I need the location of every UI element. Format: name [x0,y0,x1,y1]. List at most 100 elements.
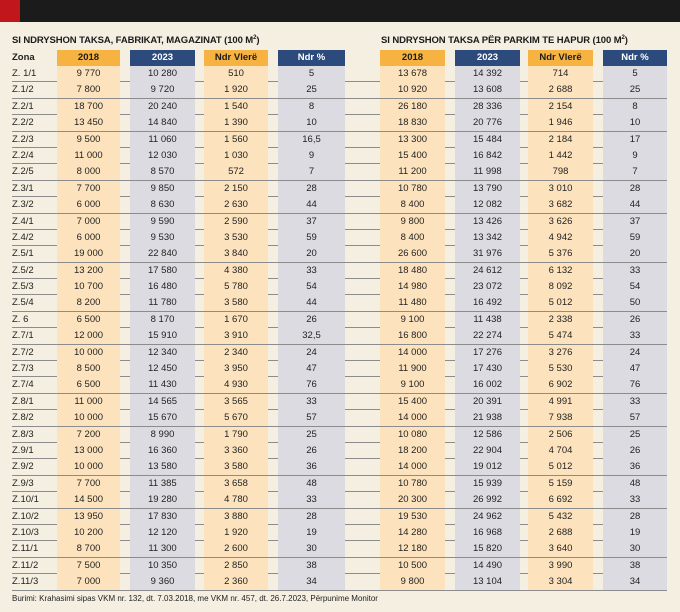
cell-right-ndr-vlere: 3 990 [528,557,593,574]
cell-right-2023: 24 612 [455,262,520,279]
cell-right-2023: 15 820 [455,541,520,558]
cell-zona: Z.8/1 [12,395,34,407]
left-title-text: SI NDRYSHON TAKSA, FABRIKAT, MAGAZINAT (… [12,35,254,47]
cell-right-ndr-vlere: 798 [528,164,593,181]
cell-right-ndr-pct: 30 [603,541,667,558]
cell-right-ndr-pct: 38 [603,557,667,574]
cell-left-2023: 9 360 [130,574,195,591]
table-row: Z.7/2 10 000 12 340 2 340 24 14 000 17 276 3 27… [12,344,667,362]
cell-left-2023: 9 530 [130,229,195,246]
cell-zona: Z.7/4 [12,379,34,391]
cell-left-ndr-vlere: 3 910 [204,328,268,345]
cell-left-2023: 11 060 [130,131,195,148]
cell-left-2018: 10 200 [57,524,120,541]
cell-left-2018: 10 000 [57,459,120,476]
cell-right-2018: 14 000 [380,410,445,427]
cell-zona: Z.2/4 [12,149,34,161]
cell-left-2018: 18 700 [57,98,120,115]
cell-left-2018: 19 000 [57,246,120,263]
cell-right-ndr-pct: 8 [603,98,667,115]
cell-left-2018: 9 770 [57,66,120,82]
cell-left-ndr-vlere: 1 540 [204,98,268,115]
cell-right-2018: 11 900 [380,361,445,378]
cell-right-2023: 20 391 [455,393,520,410]
cell-left-ndr-vlere: 5 780 [204,279,268,296]
cell-left-2023: 16 480 [130,279,195,296]
cell-right-2018: 20 300 [380,492,445,509]
cell-right-2018: 14 000 [380,459,445,476]
cell-right-2023: 22 274 [455,328,520,345]
table-row: Z.10/2 13 950 17 830 3 880 28 19 530 24 962 5 4… [12,508,667,525]
cell-left-2023: 10 280 [130,66,195,82]
cell-left-2018: 6 000 [57,229,120,246]
cell-left-2023: 17 830 [130,508,195,525]
cell-right-ndr-pct: 48 [603,475,667,492]
tax-comparison-table: Zona 2018 2023 Ndr Vlerë Ndr % 2018 2023… [12,50,667,591]
table-row: Z. 1/1 9 770 10 280 510 5 13 678 14 392 714 5 [12,66,667,83]
cell-right-ndr-vlere: 3 276 [528,344,593,361]
cell-left-ndr-pct: 20 [278,246,345,263]
table-row: Z.10/1 14 500 19 280 4 780 33 20 300 26 992 6 6… [12,492,667,509]
cell-right-2018: 10 080 [380,426,445,443]
header-right-2018: 2018 [380,50,445,66]
cell-right-ndr-vlere: 1 946 [528,115,593,132]
cell-right-ndr-vlere: 5 159 [528,475,593,492]
cell-right-2018: 13 678 [380,66,445,82]
cell-right-2023: 16 492 [455,295,520,312]
cell-left-ndr-vlere: 1 920 [204,524,268,541]
cell-right-2023: 28 336 [455,98,520,115]
cell-right-ndr-vlere: 2 688 [528,82,593,99]
cell-left-2023: 20 240 [130,98,195,115]
cell-left-2023: 15 670 [130,410,195,427]
cell-right-ndr-vlere: 5 012 [528,459,593,476]
cell-right-2023: 11 998 [455,164,520,181]
cell-zona: Z. 1/1 [12,68,37,79]
cell-left-ndr-pct: 9 [278,147,345,164]
cell-left-ndr-vlere: 1 390 [204,115,268,132]
cell-right-2023: 12 586 [455,426,520,443]
cell-right-ndr-vlere: 2 688 [528,524,593,541]
cell-right-ndr-pct: 17 [603,131,667,148]
cell-left-ndr-vlere: 572 [204,164,268,181]
cell-right-2018: 15 400 [380,393,445,410]
table-row: Z.2/4 11 000 12 030 1 030 9 15 400 16 842 1 442… [12,147,667,165]
cell-right-ndr-pct: 33 [603,492,667,509]
cell-left-ndr-pct: 48 [278,475,345,492]
header-left-ndr-pct: Ndr % [278,50,345,66]
cell-zona: Z.5/4 [12,297,34,309]
table-row: Z. 6 6 500 8 170 1 670 26 9 100 11 438 2 338 26 [12,311,667,329]
cell-left-2018: 7 000 [57,574,120,591]
cell-right-2023: 16 002 [455,377,520,394]
table-row: Z.5/3 10 700 16 480 5 780 54 14 980 23 072 8 09… [12,279,667,296]
cell-right-ndr-vlere: 5 376 [528,246,593,263]
table-row: Z.8/1 11 000 14 565 3 565 33 15 400 20 391 4 99… [12,393,667,411]
cell-right-ndr-pct: 57 [603,410,667,427]
cell-right-2023: 31 976 [455,246,520,263]
superscript: 2 [253,35,257,41]
cell-right-ndr-vlere: 3 682 [528,197,593,214]
cell-right-2018: 9 800 [380,213,445,230]
cell-left-2018: 10 000 [57,344,120,361]
cell-right-ndr-pct: 10 [603,115,667,132]
cell-right-ndr-pct: 26 [603,311,667,328]
cell-left-2023: 12 450 [130,361,195,378]
cell-right-2023: 14 392 [455,66,520,82]
cell-zona: Z.9/2 [12,461,34,473]
cell-right-ndr-pct: 20 [603,246,667,263]
header-left-2023: 2023 [130,50,195,66]
cell-left-ndr-vlere: 5 670 [204,410,268,427]
cell-right-ndr-vlere: 4 942 [528,229,593,246]
cell-left-2023: 19 280 [130,492,195,509]
cell-right-2023: 15 484 [455,131,520,148]
cell-right-ndr-vlere: 714 [528,66,593,82]
cell-left-ndr-pct: 7 [278,164,345,181]
cell-left-2023: 11 780 [130,295,195,312]
cell-left-ndr-vlere: 3 580 [204,295,268,312]
cell-left-2023: 12 030 [130,147,195,164]
cell-left-2023: 17 580 [130,262,195,279]
cell-right-ndr-vlere: 5 432 [528,508,593,525]
cell-left-ndr-vlere: 1 790 [204,426,268,443]
cell-left-ndr-pct: 19 [278,524,345,541]
cell-zona: Z.2/2 [12,117,34,129]
cell-left-2023: 16 360 [130,442,195,459]
